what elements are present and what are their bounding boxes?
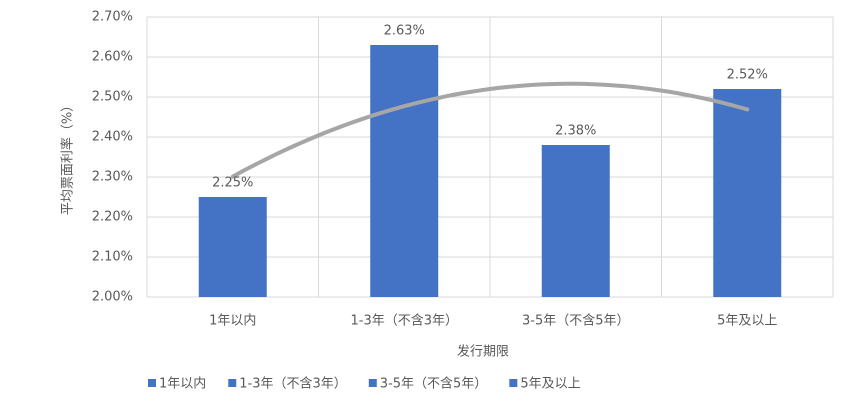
x-axis-label: 发行期限 xyxy=(457,344,509,360)
bar xyxy=(370,45,439,297)
data-label: 2.38% xyxy=(555,124,596,139)
legend-label: 1-3年（不含3年） xyxy=(239,376,347,392)
legend-swatch xyxy=(148,379,156,387)
legend-label: 3-5年（不含5年） xyxy=(380,376,488,392)
y-axis-label: 平均票面利率（%） xyxy=(60,99,76,215)
trendline xyxy=(230,81,750,179)
legend-swatch xyxy=(228,379,237,387)
y-tick-label: 2.70% xyxy=(92,10,133,25)
bar xyxy=(713,89,782,297)
data-label: 2.52% xyxy=(727,68,768,83)
y-tick-label: 2.60% xyxy=(92,50,133,65)
data-label: 2.25% xyxy=(212,176,253,191)
y-tick-label: 2.00% xyxy=(92,290,133,305)
x-tick-label: 3-5年（不含5年） xyxy=(522,313,630,329)
y-tick-label: 2.50% xyxy=(92,90,133,105)
legend-label: 1年以内 xyxy=(159,376,206,392)
bar xyxy=(541,145,610,297)
x-tick-label: 1年以内 xyxy=(209,313,256,329)
legend-label: 5年及以上 xyxy=(520,377,580,392)
y-tick-label: 2.40% xyxy=(92,130,133,145)
x-tick-label: 5年及以上 xyxy=(717,314,777,329)
y-tick-label: 2.10% xyxy=(92,250,133,265)
y-tick-label: 2.30% xyxy=(92,170,133,185)
bar xyxy=(198,197,267,297)
x-tick-label: 1-3年（不含3年） xyxy=(350,313,458,329)
data-label: 2.63% xyxy=(384,24,425,39)
legend-swatch xyxy=(509,379,518,387)
y-tick-label: 2.20% xyxy=(92,210,133,225)
legend-swatch xyxy=(368,379,377,387)
